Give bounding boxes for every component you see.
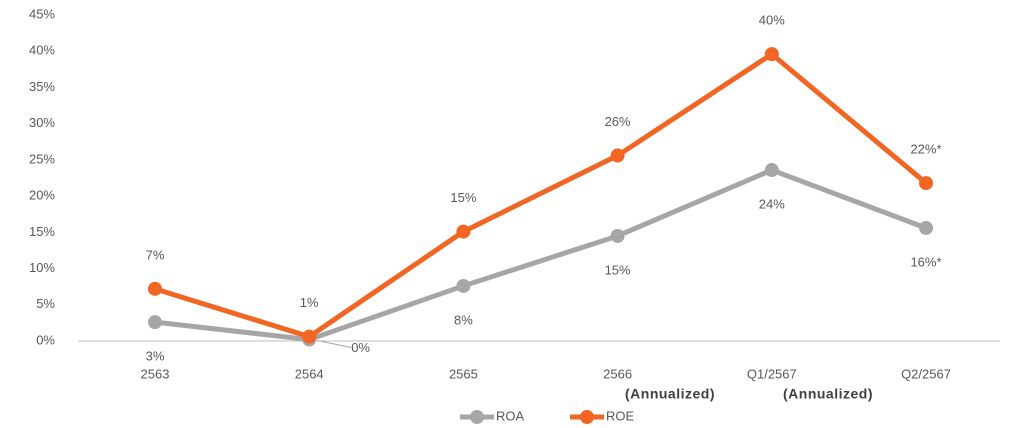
point [919,176,933,191]
point [764,47,779,62]
line [154,51,928,340]
point [456,278,471,293]
line [154,167,927,343]
data-label: 3% [146,349,165,364]
x-tick-label: Q1/2567 [747,366,797,381]
point [456,224,471,239]
data-label: 1% [300,295,319,310]
y-tick-label: 10% [29,260,55,275]
leader-line [317,340,352,349]
y-tick-label: 45% [29,6,55,21]
point [764,163,779,178]
y-tick-label: 15% [29,224,55,239]
x-tick-label: 2563 [141,366,170,381]
point [610,148,625,163]
y-tick-label: 5% [36,296,55,311]
data-label: 22%* [910,142,941,157]
data-label: 15% [450,190,476,205]
data-label: 15% [605,262,631,277]
legend-label: ROA [496,408,525,423]
data-label: 24% [759,196,785,211]
x-tick-label: 2565 [449,366,478,381]
data-label: 16%* [910,254,941,269]
legend-marker [470,410,484,424]
point [919,220,933,235]
y-tick-label: 0% [36,332,55,347]
data-label: 26% [605,114,631,129]
point [148,315,162,330]
point [302,329,317,344]
x-tick-label: 2566 [603,366,632,381]
y-tick-label: 25% [29,151,55,166]
y-tick-label: 35% [29,79,55,94]
point [148,281,162,296]
annotation: (Annualized) [625,386,715,402]
data-label: 0% [351,340,370,355]
data-label: 7% [146,247,165,262]
annotation: (Annualized) [783,386,873,402]
data-label: 40% [759,13,785,28]
legend-marker [580,410,594,424]
y-tick-label: 40% [29,43,55,58]
y-tick-label: 30% [29,115,55,130]
legend-label: ROE [606,408,635,423]
x-tick-label: Q2/2567 [901,366,951,381]
data-label: 8% [454,312,473,327]
x-tick-label: 2564 [295,366,324,381]
point [610,228,625,243]
y-tick-label: 20% [29,188,55,203]
